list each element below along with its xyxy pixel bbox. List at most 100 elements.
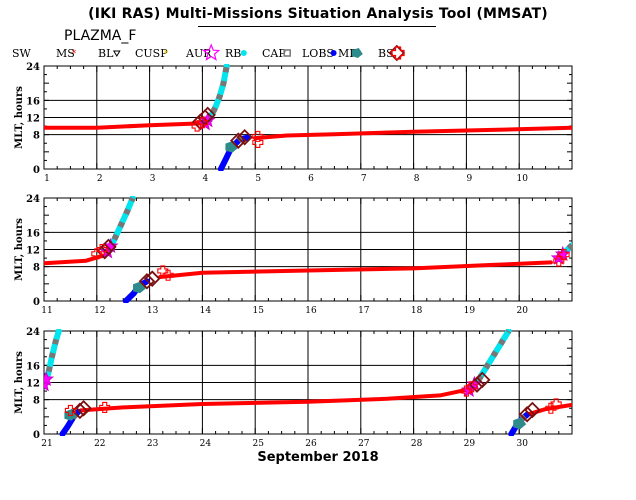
cross-marker — [191, 120, 203, 132]
x-tick-label: 25 — [252, 439, 264, 449]
x-tick-label: 13 — [147, 306, 159, 316]
y-tick-label: 24 — [26, 327, 40, 338]
x-tick-label: 21 — [41, 439, 52, 449]
data-layer — [44, 64, 572, 171]
x-tick-label: 17 — [358, 306, 370, 316]
x-tick-label: 27 — [358, 439, 370, 449]
x-tick-label: 19 — [464, 306, 476, 316]
cross-marker — [550, 398, 562, 410]
mission-name: PLAZMA_F — [64, 28, 137, 44]
y-axis-label: MLT, hours — [14, 218, 25, 281]
x-tick-label: 23 — [147, 439, 159, 449]
legend-symbol-cusp: * — [164, 49, 169, 59]
legend-label-sw: SW — [12, 47, 32, 60]
bs-marker — [96, 242, 113, 260]
legend-symbol-cross — [391, 46, 405, 60]
x-tick-label: 8 — [414, 174, 420, 184]
x-tick-label: 12 — [94, 306, 105, 316]
x-tick-label: 2 — [97, 174, 103, 184]
legend-label-bs: BS — [378, 47, 394, 60]
series-ms-track — [44, 120, 210, 130]
x-tick-label: 7 — [361, 174, 367, 184]
series-ms-track — [44, 253, 105, 266]
series-cap-track — [44, 330, 62, 386]
x-tick-label: 20 — [516, 306, 528, 316]
cross-marker — [466, 381, 478, 393]
legend-label-rb: RB — [225, 47, 241, 60]
cross-marker — [252, 130, 264, 142]
series-ms-track — [253, 125, 572, 141]
x-tick-label: 6 — [308, 174, 314, 184]
series-cap-track — [519, 412, 529, 422]
panel-frame — [43, 65, 573, 170]
data-layer — [44, 196, 572, 303]
legend-symbol-mp — [351, 48, 363, 58]
cross-marker — [196, 117, 208, 129]
aur-marker — [44, 370, 55, 386]
cross-marker — [64, 404, 76, 416]
x-tick-label: 24 — [200, 439, 212, 449]
x-tick-label: 10 — [516, 174, 528, 184]
cross-marker — [96, 243, 108, 256]
cross-marker — [99, 401, 111, 413]
legend-label-cap: CAP — [262, 47, 286, 60]
x-tick-label: 18 — [411, 306, 423, 316]
y-axis-label: MLT, hours — [14, 86, 25, 149]
y-tick-label: 0 — [33, 165, 40, 176]
data-layer — [44, 329, 572, 436]
x-tick-label: 15 — [252, 306, 264, 316]
y-tick-label: 16 — [26, 361, 40, 372]
panel-3: 0 8 12 16 24 21 22 23 24 25 26 27 28 29 30 MLT, hours Se… — [14, 327, 573, 465]
legend-label-bl: BL — [98, 47, 114, 60]
y-tick-label: 8 — [33, 263, 40, 274]
y-tick-label: 8 — [33, 131, 40, 142]
x-tick-label: 3 — [150, 174, 156, 184]
x-tick-label: 16 — [305, 306, 317, 316]
legend-symbol-cap — [283, 49, 291, 57]
x-tick-label: 22 — [94, 439, 105, 449]
series-ms-track — [79, 387, 469, 413]
title-underline — [198, 26, 436, 27]
bs-marker — [230, 132, 247, 149]
mp-marker — [513, 417, 527, 430]
series-cap-track — [104, 196, 136, 254]
legend-symbol-aur — [202, 43, 221, 61]
x-tick-label: 26 — [305, 439, 317, 449]
x-axis-label: September 2018 — [257, 450, 378, 465]
aur-marker — [554, 245, 571, 262]
y-tick-label: 12 — [26, 114, 40, 125]
bs-marker — [143, 270, 161, 287]
x-tick-label: 1 — [44, 174, 50, 184]
legend-label-lobs: LOBS — [302, 47, 334, 60]
bs-marker — [236, 128, 253, 146]
legend-symbol-bl — [112, 50, 121, 57]
x-tick-label: 30 — [516, 439, 528, 449]
panel-2: 0 8 12 16 24 11 12 13 14 15 16 17 18 19 20 MLT, hours — [14, 194, 573, 316]
y-tick-label: 24 — [26, 194, 40, 205]
cross-marker — [157, 265, 169, 277]
y-tick-label: 16 — [26, 96, 40, 107]
legend-label-cusp: CUSP — [135, 47, 168, 60]
bs-marker — [75, 399, 92, 417]
series-ms-track — [158, 260, 553, 279]
x-tick-label: 29 — [464, 439, 476, 449]
x-tick-label: 5 — [255, 174, 261, 184]
cross-marker — [558, 249, 570, 261]
legend-symbol-ms: * — [72, 49, 77, 59]
y-tick-label: 24 — [26, 62, 40, 73]
page-title: (IKI RAS) Multi-Missions Situation Analy… — [88, 6, 548, 22]
panel-frame — [43, 197, 573, 302]
y-tick-label: 12 — [26, 246, 40, 257]
y-axis-label: MLT, hours — [14, 351, 25, 414]
y-tick-label: 12 — [26, 379, 40, 390]
legend-label-ms: MS — [56, 47, 75, 60]
y-tick-label: 0 — [33, 430, 40, 441]
y-tick-label: 16 — [26, 228, 40, 239]
x-tick-label: 9 — [467, 174, 473, 184]
cross-marker — [553, 255, 565, 267]
y-tick-label: 0 — [33, 297, 40, 308]
x-tick-label: 28 — [411, 439, 423, 449]
